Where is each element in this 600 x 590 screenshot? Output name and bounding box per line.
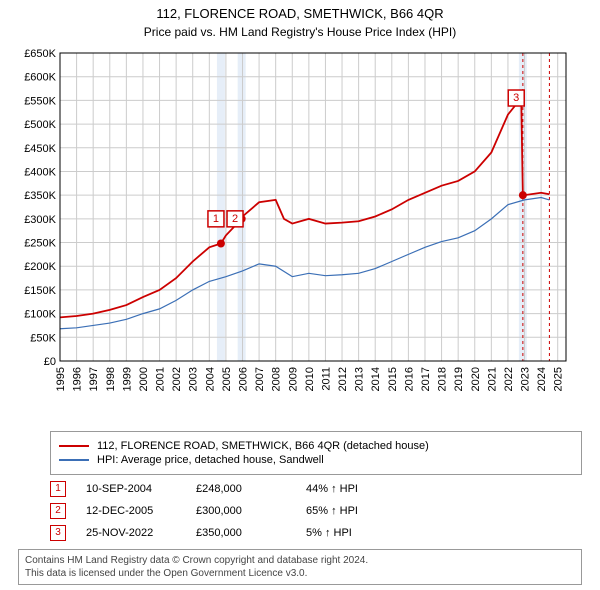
svg-text:2003: 2003: [188, 367, 200, 391]
sale-marker: 1: [50, 481, 66, 497]
svg-text:2020: 2020: [470, 367, 482, 391]
svg-text:3: 3: [513, 92, 519, 104]
svg-text:1: 1: [213, 213, 219, 225]
svg-text:£200K: £200K: [24, 261, 56, 273]
svg-text:£50K: £50K: [30, 332, 56, 344]
legend-item: 112, FLORENCE ROAD, SMETHWICK, B66 4QR (…: [59, 440, 573, 452]
sale-pct: 5% ↑ HPI: [306, 527, 416, 539]
legend-label: 112, FLORENCE ROAD, SMETHWICK, B66 4QR (…: [97, 440, 429, 452]
legend-item: HPI: Average price, detached house, Sand…: [59, 454, 573, 466]
svg-text:2009: 2009: [287, 367, 299, 391]
sale-price: £300,000: [196, 505, 306, 517]
svg-text:2008: 2008: [271, 367, 283, 391]
sale-marker: 2: [50, 503, 66, 519]
sale-date: 10-SEP-2004: [86, 483, 196, 495]
svg-text:1995: 1995: [55, 367, 67, 391]
svg-text:£0: £0: [44, 356, 56, 368]
svg-text:2011: 2011: [320, 367, 332, 391]
svg-text:£250K: £250K: [24, 237, 56, 249]
legend-label: HPI: Average price, detached house, Sand…: [97, 454, 324, 466]
svg-text:£550K: £550K: [24, 95, 56, 107]
svg-text:2004: 2004: [204, 367, 216, 391]
svg-text:£350K: £350K: [24, 190, 56, 202]
svg-text:1999: 1999: [121, 367, 133, 391]
sale-marker: 3: [50, 525, 66, 541]
sale-price: £350,000: [196, 527, 306, 539]
svg-text:2007: 2007: [254, 367, 266, 391]
sale-row: 3 25-NOV-2022£350,0005% ↑ HPI: [50, 525, 582, 541]
svg-text:2013: 2013: [354, 367, 366, 391]
svg-text:2006: 2006: [237, 367, 249, 391]
svg-text:£450K: £450K: [24, 143, 56, 155]
footer-line: This data is licensed under the Open Gov…: [25, 567, 575, 580]
svg-text:1998: 1998: [105, 367, 117, 391]
chart-title: 112, FLORENCE ROAD, SMETHWICK, B66 4QR: [10, 6, 590, 23]
legend-swatch: [59, 445, 89, 447]
svg-text:2002: 2002: [171, 367, 183, 391]
svg-text:1997: 1997: [88, 367, 100, 391]
svg-text:£300K: £300K: [24, 214, 56, 226]
price-chart: £0 £50K £100K £150K £200K £250K £300K £350K £400…: [18, 45, 578, 425]
sale-row: 1 10-SEP-2004£248,00044% ↑ HPI: [50, 481, 582, 497]
svg-text:2018: 2018: [437, 367, 449, 391]
svg-text:£100K: £100K: [24, 309, 56, 321]
svg-text:2014: 2014: [370, 367, 382, 391]
sales-list: 1 10-SEP-2004£248,00044% ↑ HPI 2 12-DEC-200…: [50, 481, 582, 541]
svg-text:£400K: £400K: [24, 166, 56, 178]
svg-text:2012: 2012: [337, 367, 349, 391]
svg-text:£150K: £150K: [24, 285, 56, 297]
svg-text:2019: 2019: [453, 367, 465, 391]
chart-subtitle: Price paid vs. HM Land Registry's House …: [10, 25, 590, 39]
svg-text:2021: 2021: [486, 367, 498, 391]
svg-text:2005: 2005: [221, 367, 233, 391]
sale-date: 12-DEC-2005: [86, 505, 196, 517]
svg-text:£500K: £500K: [24, 119, 56, 131]
svg-text:£600K: £600K: [24, 72, 56, 84]
svg-text:2023: 2023: [520, 367, 532, 391]
sale-row: 2 12-DEC-2005£300,00065% ↑ HPI: [50, 503, 582, 519]
svg-text:2010: 2010: [304, 367, 316, 391]
sale-pct: 44% ↑ HPI: [306, 483, 416, 495]
svg-text:1996: 1996: [72, 367, 84, 391]
svg-text:2025: 2025: [553, 367, 565, 391]
svg-text:2015: 2015: [387, 367, 399, 391]
svg-text:2024: 2024: [536, 367, 548, 391]
legend-swatch: [59, 459, 89, 461]
chart-legend: 112, FLORENCE ROAD, SMETHWICK, B66 4QR (…: [50, 431, 582, 475]
svg-text:2022: 2022: [503, 367, 515, 391]
data-attribution: Contains HM Land Registry data © Crown c…: [18, 549, 582, 585]
sale-pct: 65% ↑ HPI: [306, 505, 416, 517]
svg-text:2001: 2001: [155, 367, 167, 391]
footer-line: Contains HM Land Registry data © Crown c…: [25, 554, 575, 567]
svg-text:£650K: £650K: [24, 48, 56, 60]
sale-date: 25-NOV-2022: [86, 527, 196, 539]
svg-text:2000: 2000: [138, 367, 150, 391]
svg-text:2017: 2017: [420, 367, 432, 391]
svg-text:2: 2: [232, 213, 238, 225]
sale-price: £248,000: [196, 483, 306, 495]
svg-text:2016: 2016: [403, 367, 415, 391]
